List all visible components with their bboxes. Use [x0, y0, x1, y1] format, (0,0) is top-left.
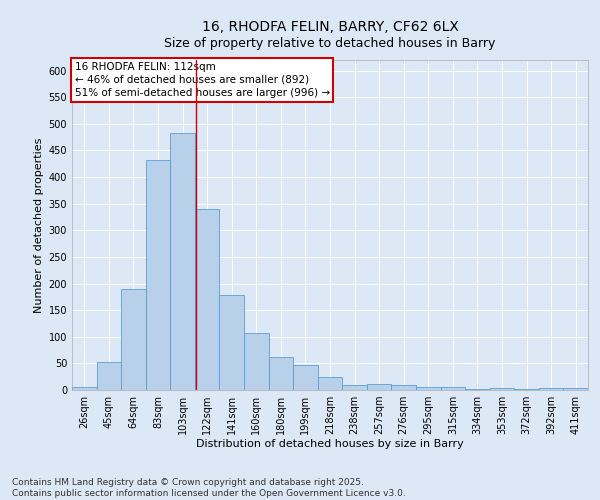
Bar — [146, 160, 170, 390]
Bar — [465, 389, 490, 390]
Text: Contains HM Land Registry data © Crown copyright and database right 2025.
Contai: Contains HM Land Registry data © Crown c… — [12, 478, 406, 498]
Bar — [367, 384, 391, 390]
Bar — [440, 388, 465, 390]
Bar — [72, 388, 97, 390]
Bar — [539, 388, 563, 390]
Bar — [514, 389, 539, 390]
Y-axis label: Number of detached properties: Number of detached properties — [34, 138, 44, 312]
Text: 16, RHODFA FELIN, BARRY, CF62 6LX: 16, RHODFA FELIN, BARRY, CF62 6LX — [202, 20, 458, 34]
Bar — [244, 332, 269, 390]
Bar — [293, 365, 318, 390]
Bar — [342, 385, 367, 390]
Bar — [269, 357, 293, 390]
Bar — [416, 388, 440, 390]
Bar — [97, 362, 121, 390]
Bar — [391, 384, 416, 390]
Bar — [220, 296, 244, 390]
Bar — [563, 388, 588, 390]
Bar — [318, 377, 342, 390]
X-axis label: Distribution of detached houses by size in Barry: Distribution of detached houses by size … — [196, 438, 464, 448]
Text: 16 RHODFA FELIN: 112sqm
← 46% of detached houses are smaller (892)
51% of semi-d: 16 RHODFA FELIN: 112sqm ← 46% of detache… — [74, 62, 330, 98]
Text: Size of property relative to detached houses in Barry: Size of property relative to detached ho… — [164, 38, 496, 51]
Bar — [121, 289, 146, 390]
Bar — [490, 388, 514, 390]
Bar — [170, 134, 195, 390]
Bar — [195, 209, 220, 390]
